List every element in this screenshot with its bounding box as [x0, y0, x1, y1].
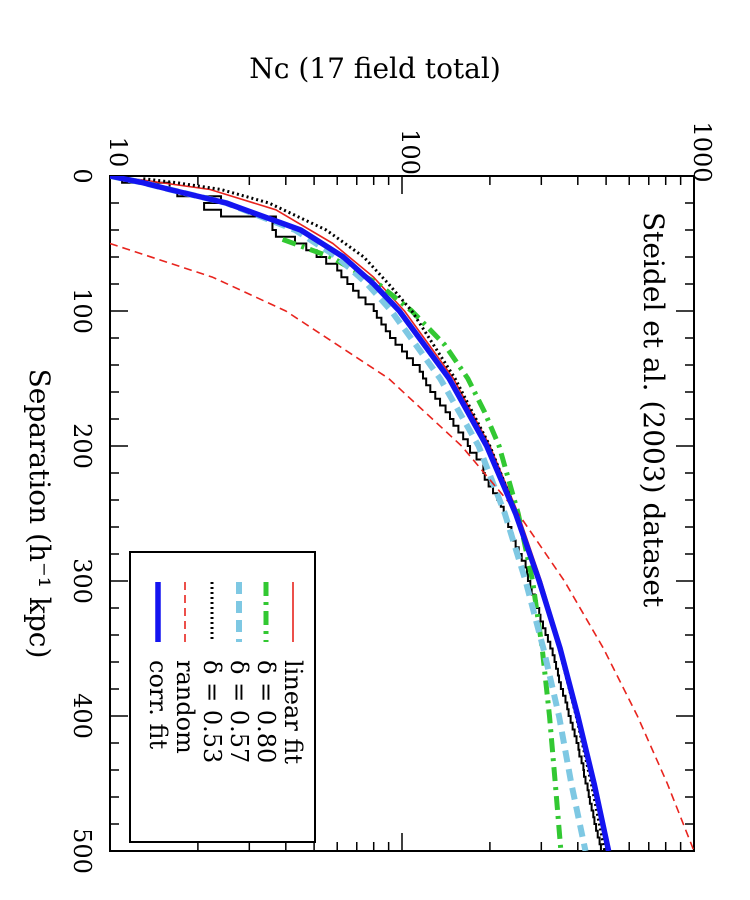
x-axis-label: Separation (h⁻¹ kpc): [23, 369, 56, 659]
chart-title: Steidel et al. (2003) dataset: [637, 212, 670, 608]
legend-label-1: δ = 0.80: [252, 660, 280, 763]
y-tick-label: 100: [396, 129, 424, 175]
legend-label-3: δ = 0.53: [198, 660, 226, 763]
legend-label-5: corr. fit: [144, 660, 172, 749]
legend-label-4: random: [171, 660, 199, 754]
y-axis-label: Nᴄ (17 field total): [249, 52, 501, 85]
legend-label-2: δ = 0.57: [225, 660, 253, 763]
series-line-1: [281, 237, 564, 851]
series-line-2: [110, 176, 589, 851]
x-tick-label: 100: [68, 288, 96, 334]
legend-label-0: linear fit: [279, 660, 307, 764]
y-tick-label: 10: [104, 137, 132, 168]
x-tick-label: 200: [68, 423, 96, 469]
x-tick-label: 300: [68, 558, 96, 604]
legend-box: [129, 551, 316, 843]
x-tick-label: 500: [68, 828, 96, 874]
x-tick-label: 400: [68, 693, 96, 739]
series-line-5: [110, 176, 612, 851]
x-tick-label: 0: [68, 168, 96, 183]
y-tick-label: 1000: [688, 121, 716, 182]
